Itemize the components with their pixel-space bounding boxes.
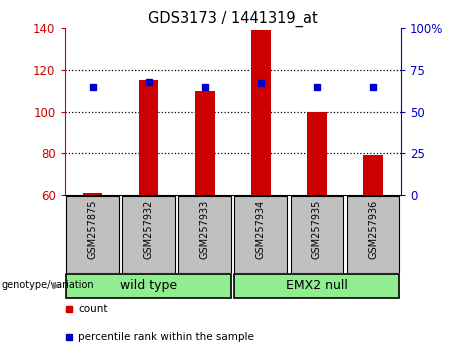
Bar xyxy=(122,196,175,273)
Text: genotype/variation: genotype/variation xyxy=(1,280,94,290)
Text: GSM257935: GSM257935 xyxy=(312,199,322,259)
Text: GSM257936: GSM257936 xyxy=(368,199,378,259)
Bar xyxy=(195,91,214,195)
Text: GSM257875: GSM257875 xyxy=(88,199,98,259)
Title: GDS3173 / 1441319_at: GDS3173 / 1441319_at xyxy=(148,11,318,27)
Bar xyxy=(83,193,102,195)
Bar xyxy=(235,196,287,273)
Bar xyxy=(307,112,327,195)
Bar xyxy=(251,30,271,195)
Text: GSM257934: GSM257934 xyxy=(256,199,266,259)
Bar xyxy=(290,196,343,273)
Text: percentile rank within the sample: percentile rank within the sample xyxy=(78,332,254,342)
Bar xyxy=(178,196,231,273)
Bar xyxy=(66,196,119,273)
Bar xyxy=(347,196,399,273)
Bar xyxy=(363,155,383,195)
Text: count: count xyxy=(78,304,108,314)
Text: GSM257932: GSM257932 xyxy=(144,199,154,259)
Text: wild type: wild type xyxy=(120,279,177,292)
Bar xyxy=(235,274,399,298)
Text: GSM257933: GSM257933 xyxy=(200,199,210,259)
Bar xyxy=(139,80,159,195)
Text: EMX2 null: EMX2 null xyxy=(286,279,348,292)
Bar xyxy=(66,274,231,298)
